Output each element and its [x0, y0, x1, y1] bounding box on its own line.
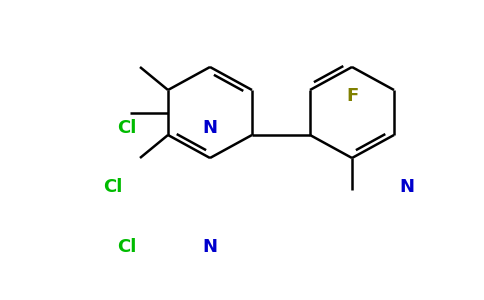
Text: Cl: Cl: [118, 119, 137, 137]
Text: N: N: [202, 238, 217, 256]
Text: F: F: [346, 87, 358, 105]
Text: N: N: [399, 178, 414, 196]
Text: Cl: Cl: [103, 178, 122, 196]
Text: Cl: Cl: [118, 238, 137, 256]
Text: N: N: [202, 119, 217, 137]
